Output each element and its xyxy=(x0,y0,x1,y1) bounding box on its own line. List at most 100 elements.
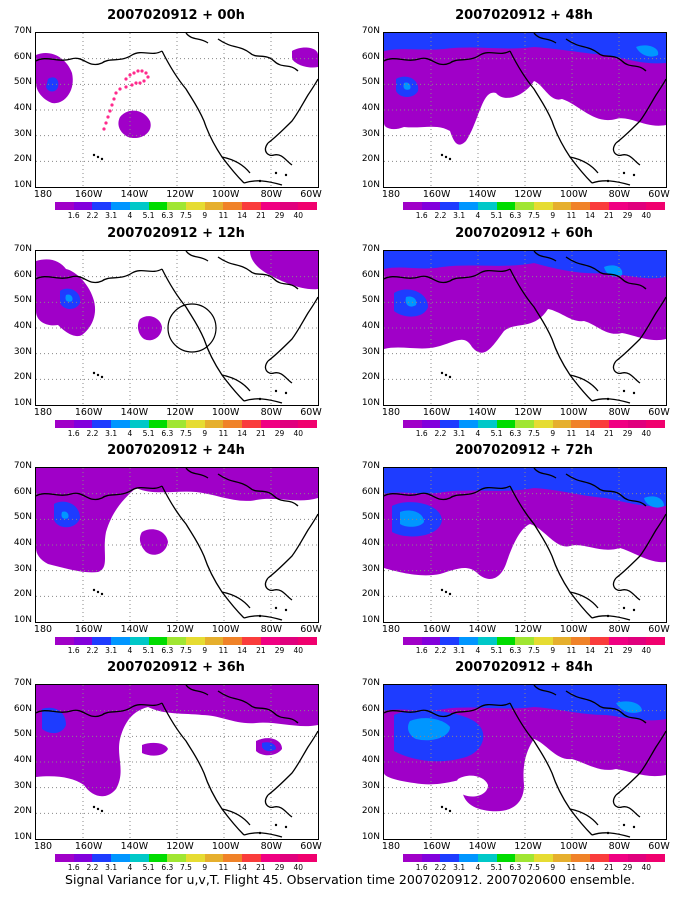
latitude-label: 30N xyxy=(13,128,32,139)
island xyxy=(258,831,262,835)
latitude-label: 30N xyxy=(361,128,380,139)
latitude-label: 70N xyxy=(13,678,32,688)
latitude-label: 50N xyxy=(361,512,380,523)
colorbar-swatch xyxy=(459,420,478,428)
longitude-label: 160W xyxy=(422,624,451,635)
colorbar-swatch xyxy=(440,854,460,862)
longitude-label: 60W xyxy=(300,624,322,635)
colorbar-swatch xyxy=(627,202,647,210)
latitude-label: 50N xyxy=(361,729,380,740)
flight-track-point xyxy=(106,115,110,119)
coastline xyxy=(267,78,319,144)
variance-contour-fill xyxy=(384,685,666,721)
map-panel xyxy=(35,32,319,188)
colorbar-swatch xyxy=(242,202,261,210)
colorbar-swatch xyxy=(421,637,441,645)
colorbar-swatch xyxy=(148,420,168,428)
variance-contour-fill xyxy=(384,251,666,279)
coastline xyxy=(383,50,511,66)
variance-contour-fill xyxy=(384,468,666,507)
colorbar-swatch xyxy=(590,637,609,645)
latitude-label: 60N xyxy=(13,51,32,62)
colorbar-swatch xyxy=(92,854,112,862)
island xyxy=(448,157,452,161)
island xyxy=(274,171,278,175)
flight-track-point xyxy=(108,109,112,113)
colorbar-swatch xyxy=(73,420,93,428)
island xyxy=(100,375,104,379)
colorbar xyxy=(55,420,318,428)
coastline xyxy=(35,485,163,501)
colorbar-swatch xyxy=(552,420,572,428)
colorbar-swatch xyxy=(515,202,535,210)
variance-contour-fill xyxy=(36,468,318,573)
latitude-label: 40N xyxy=(13,755,32,765)
coastline xyxy=(569,156,599,174)
island xyxy=(258,397,262,401)
colorbar-label: 7.5 xyxy=(528,429,540,438)
colorbar-label: 5.1 xyxy=(142,646,155,655)
latitude-label: 10N xyxy=(361,180,380,190)
coastline xyxy=(509,50,593,184)
colorbar-swatch xyxy=(646,637,666,645)
coastline xyxy=(185,32,209,44)
colorbar-swatch xyxy=(552,637,572,645)
colorbar-label: 1.6 xyxy=(415,646,428,655)
island xyxy=(440,805,444,809)
flight-track-point xyxy=(140,69,144,73)
island xyxy=(632,173,636,177)
map-panel xyxy=(383,250,667,406)
colorbar-swatch xyxy=(298,420,318,428)
colorbar-swatch xyxy=(279,420,299,428)
coastline xyxy=(569,591,599,609)
colorbar-label: 11 xyxy=(566,863,577,872)
panel-title: 2007020912 + 24h xyxy=(107,443,245,458)
latitude-label: 10N xyxy=(13,832,32,842)
colorbar xyxy=(403,420,666,428)
colorbar-label: 7.5 xyxy=(180,429,192,438)
island xyxy=(284,825,288,829)
map-canvas xyxy=(383,467,667,622)
coastline xyxy=(221,808,251,826)
colorbar-swatch xyxy=(608,202,628,210)
colorbar xyxy=(55,202,318,210)
colorbar-label: 14 xyxy=(237,646,247,655)
flight-track-point xyxy=(142,79,146,83)
coastline xyxy=(569,808,599,826)
colorbar-swatch xyxy=(55,202,74,210)
colorbar-swatch xyxy=(421,202,441,210)
colorbar-label: 9 xyxy=(202,646,208,655)
colorbar-swatch xyxy=(55,637,74,645)
colorbar-label: 29 xyxy=(622,863,633,872)
flight-track-point xyxy=(118,87,122,91)
colorbar-label: 2.2 xyxy=(434,863,447,872)
colorbar-label: 2.2 xyxy=(434,646,447,655)
coastline xyxy=(612,360,641,384)
island xyxy=(92,371,96,375)
colorbar-swatch xyxy=(223,854,243,862)
flight-track-point xyxy=(114,91,118,95)
island xyxy=(622,389,626,393)
latitude-label: 40N xyxy=(13,321,32,331)
colorbar-label: 6.3 xyxy=(509,429,522,438)
colorbar-label: 7.5 xyxy=(528,646,540,655)
longitude-label: 160W xyxy=(422,189,451,200)
variance-contour-fill xyxy=(61,511,69,519)
latitude-label: 30N xyxy=(361,563,380,574)
colorbar-swatch xyxy=(186,420,205,428)
colorbar-label: 1.6 xyxy=(415,863,428,872)
colorbar-label: 21 xyxy=(256,646,266,655)
map-panel xyxy=(35,467,319,623)
colorbar-swatch xyxy=(459,637,478,645)
island xyxy=(632,391,636,395)
longitude-label: 100W xyxy=(211,624,240,635)
colorbar-swatch xyxy=(534,637,553,645)
map-canvas xyxy=(383,32,667,187)
longitude-label: 100W xyxy=(211,841,240,852)
colorbar-swatch xyxy=(440,202,460,210)
longitude-label: 100W xyxy=(559,841,588,852)
coastline xyxy=(243,832,283,838)
coastline xyxy=(509,268,593,402)
colorbar-swatch xyxy=(571,854,591,862)
colorbar-swatch xyxy=(590,202,609,210)
